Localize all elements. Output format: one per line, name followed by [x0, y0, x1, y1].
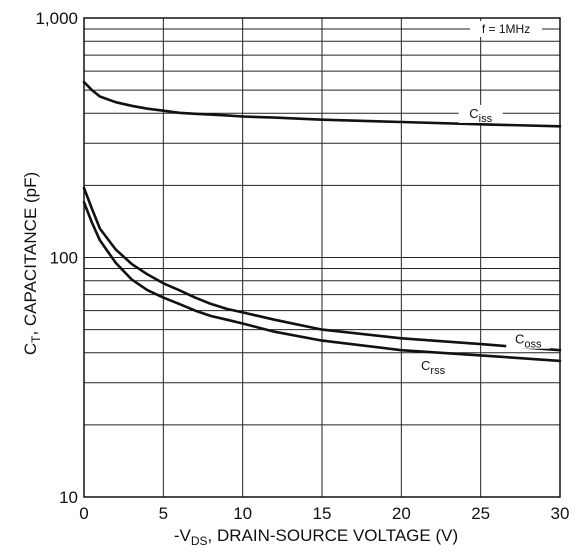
- y-axis-title: CT, CAPACITANCE (pF): [21, 172, 43, 355]
- series-label-subscript: oss: [524, 339, 542, 351]
- x-tick-label: 20: [392, 504, 411, 523]
- x-tick-label: 5: [159, 504, 168, 523]
- series-label-subscript: iss: [479, 113, 493, 125]
- series-label-subscript: rss: [430, 365, 445, 377]
- frequency-annotation-background: [470, 20, 543, 37]
- x-tick-labels: 0 5 10 15 20 25 30: [79, 504, 569, 523]
- x-axis-title-prefix: -V: [174, 526, 192, 545]
- x-tick-label: 0: [79, 504, 88, 523]
- series-label-background: [506, 330, 551, 349]
- x-tick-label: 30: [551, 504, 570, 523]
- x-tick-label: 15: [313, 504, 332, 523]
- y-axis-title-prefix: C: [21, 343, 40, 355]
- series-label-background: [458, 104, 503, 123]
- series-line-ciss: [82, 80, 562, 128]
- y-axis-title-suffix: , CAPACITANCE (pF): [21, 172, 40, 336]
- frequency-annotation: f = 1MHz: [482, 22, 530, 36]
- x-axis-title: -VDS, DRAIN-SOURCE VOLTAGE (V): [174, 526, 458, 548]
- y-tick-label: 10: [59, 488, 78, 507]
- series-label-main: C: [469, 106, 478, 121]
- series-line-crss: [82, 201, 562, 363]
- curves: [82, 80, 562, 363]
- series-label-crss: Crss: [421, 358, 446, 377]
- series-label-ciss: Ciss: [469, 106, 492, 125]
- x-axis-title-subscript: DS: [191, 534, 208, 548]
- series-label-coss: Coss: [515, 332, 542, 351]
- grid: [84, 18, 560, 497]
- x-tick-label: 10: [233, 504, 252, 523]
- x-axis-title-suffix: , DRAIN-SOURCE VOLTAGE (V): [208, 526, 459, 545]
- y-tick-labels: 10 100 1,000: [35, 9, 78, 507]
- x-tick-label: 25: [471, 504, 490, 523]
- series-label-main: C: [515, 332, 524, 347]
- y-tick-label: 100: [50, 249, 78, 268]
- y-axis-title-subscript: T: [29, 335, 43, 343]
- series-line-coss: [82, 186, 562, 352]
- y-tick-label: 1,000: [35, 9, 78, 28]
- plot-frame: [83, 17, 561, 498]
- series-label-main: C: [421, 358, 430, 373]
